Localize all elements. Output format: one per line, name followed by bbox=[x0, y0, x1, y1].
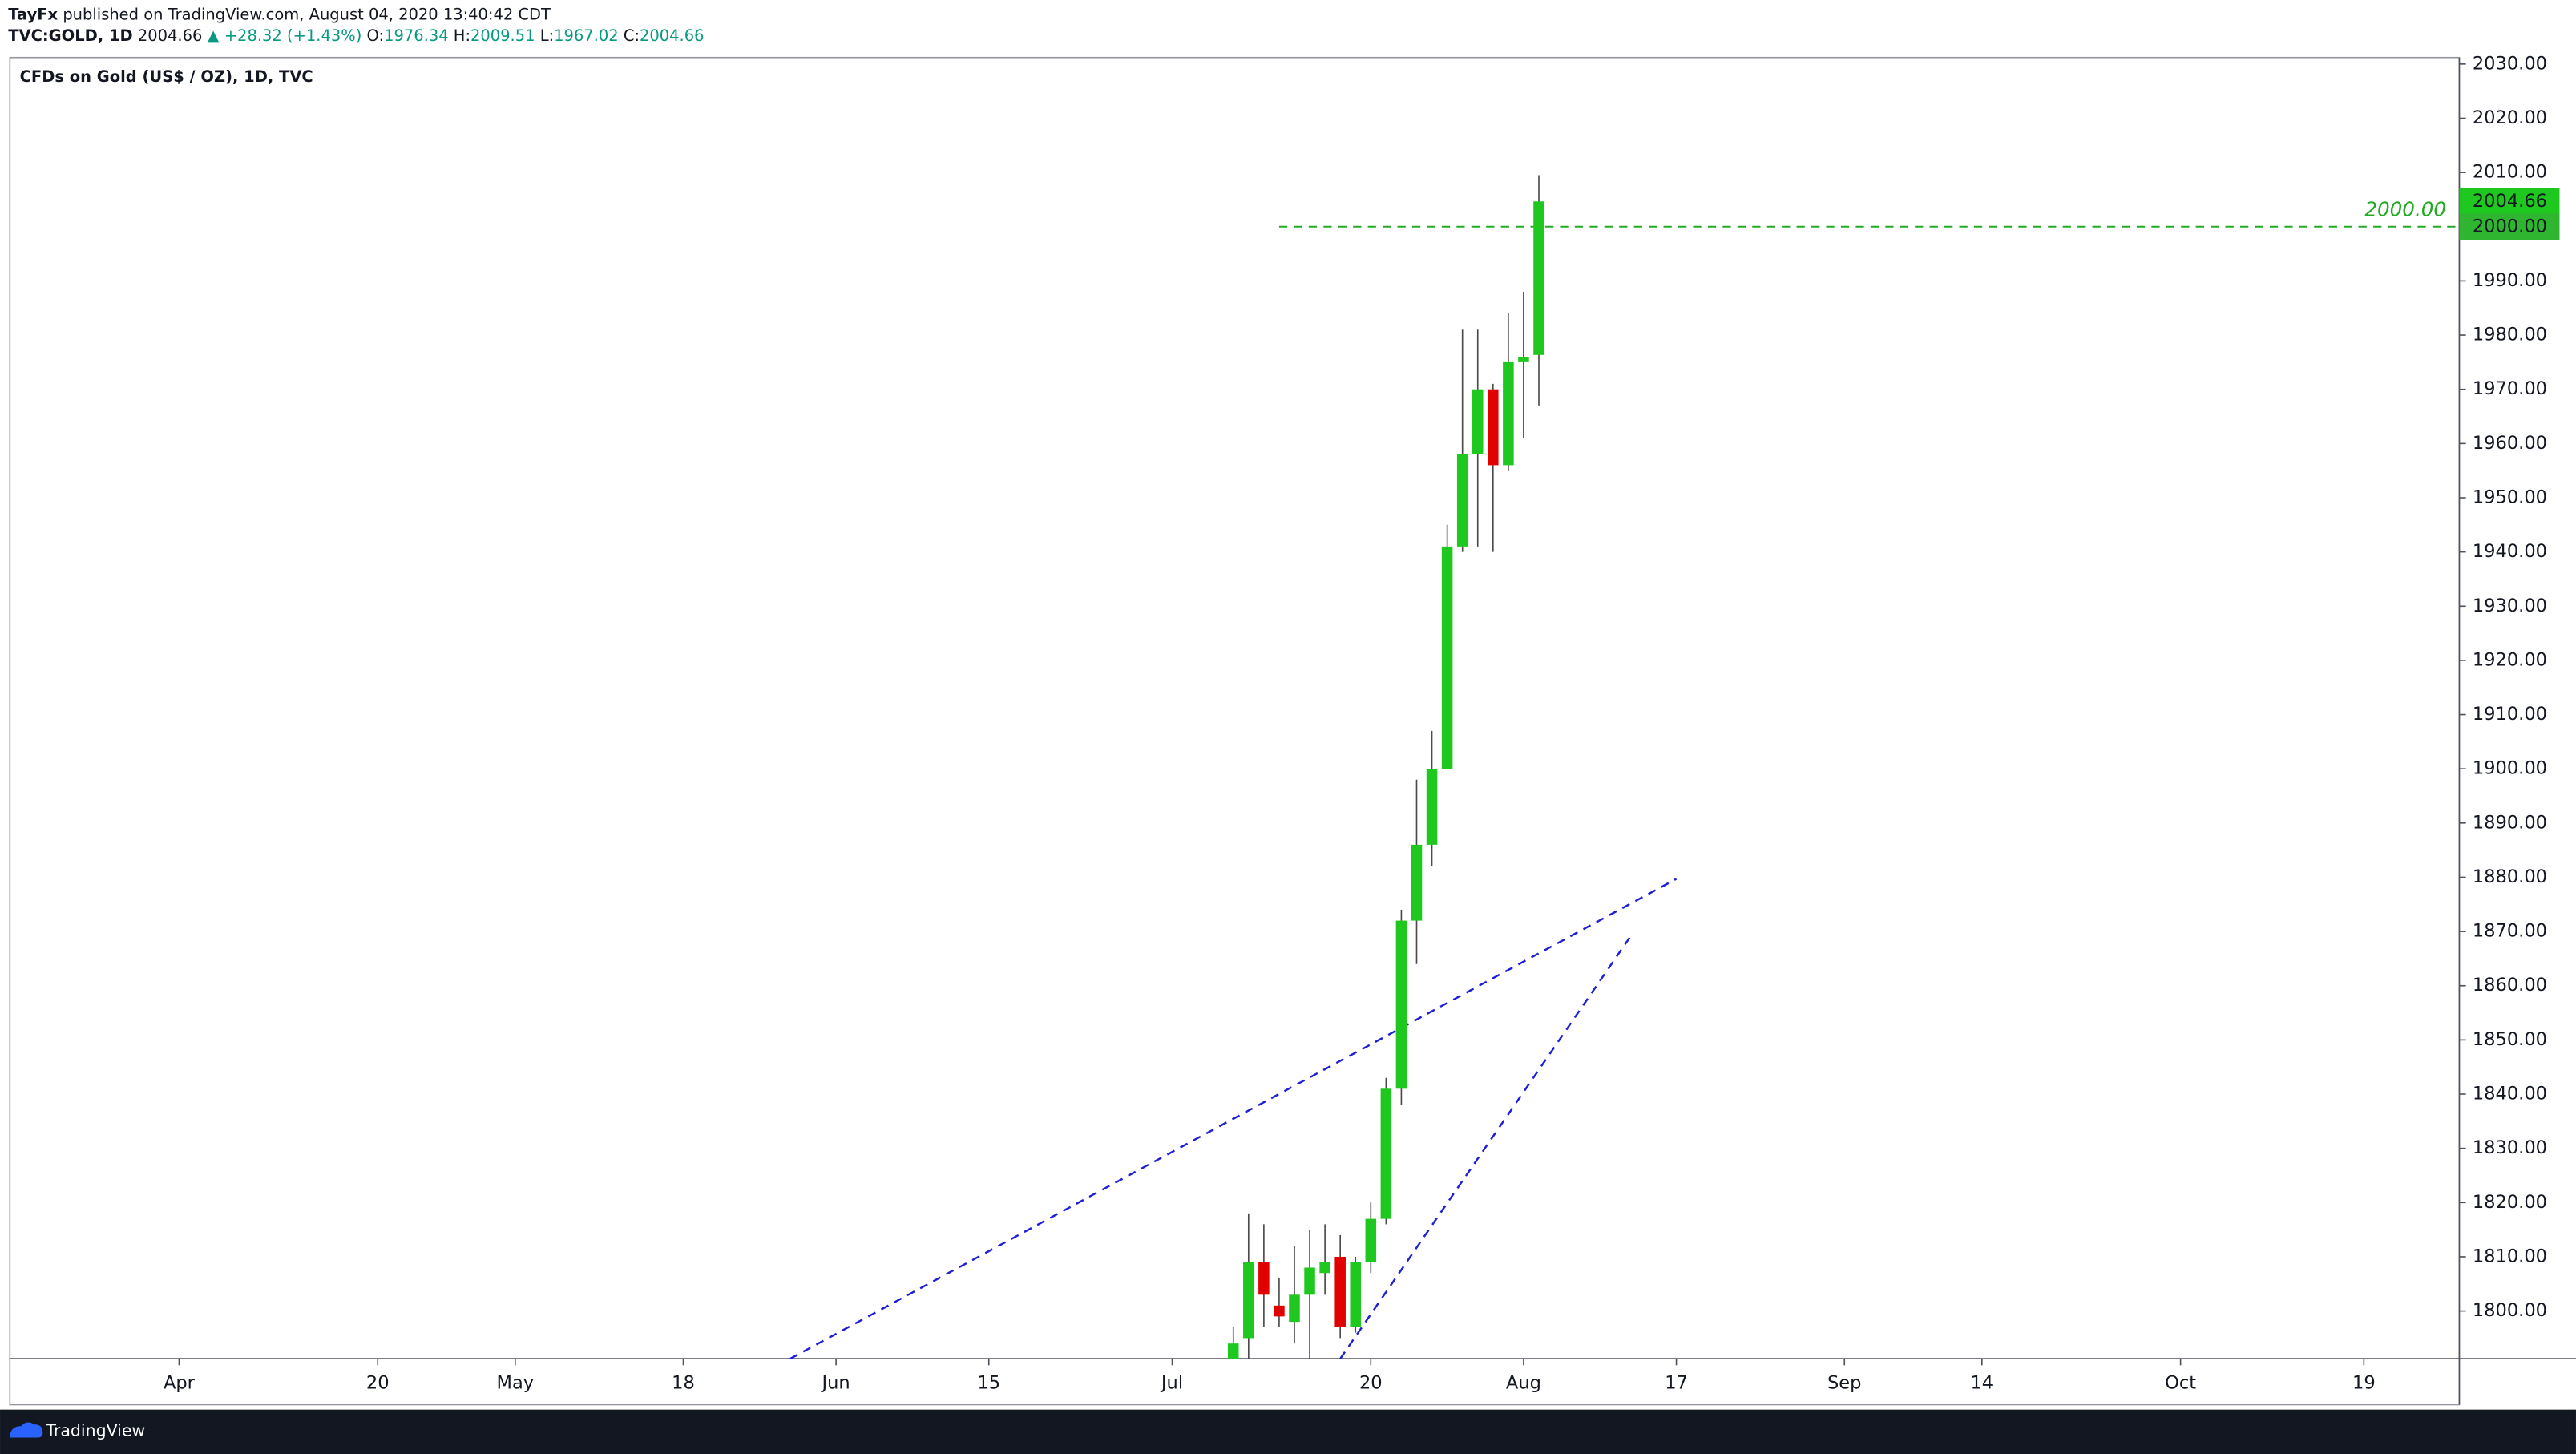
x-tick-label: Jul bbox=[1160, 1372, 1183, 1393]
y-tick-label: 2030.00 bbox=[2473, 53, 2547, 74]
x-tick-label: 19 bbox=[2352, 1372, 2376, 1393]
candle-body bbox=[1395, 920, 1407, 1089]
y-tick-label: 1970.00 bbox=[2473, 378, 2547, 399]
header-line: TayFx published on TradingView.com, Augu… bbox=[8, 5, 551, 23]
y-tick-label: 1930.00 bbox=[2473, 596, 2547, 616]
open-label: O: bbox=[367, 26, 385, 45]
close-label: C: bbox=[624, 26, 640, 45]
candle-body bbox=[1518, 357, 1529, 362]
candle-body bbox=[1533, 201, 1544, 355]
y-tick-label: 1960.00 bbox=[2473, 433, 2547, 454]
candle-body bbox=[1456, 454, 1468, 547]
high-label: H: bbox=[454, 26, 470, 45]
close-value: 2004.66 bbox=[640, 26, 705, 45]
footer-bar bbox=[0, 1409, 2576, 1454]
symbol-line: TVC:GOLD, 1D 2004.66 ▲ +28.32 (+1.43%) O… bbox=[8, 26, 704, 45]
y-tick-label: 1980.00 bbox=[2473, 325, 2547, 345]
open-value: 1976.34 bbox=[384, 26, 449, 45]
candle-body bbox=[1365, 1218, 1377, 1262]
candle-body bbox=[1258, 1262, 1270, 1295]
price-label: 2004.66 bbox=[2473, 191, 2547, 212]
y-tick-label: 1910.00 bbox=[2473, 704, 2547, 725]
y-tick-label: 1990.00 bbox=[2473, 270, 2547, 291]
low-label: L: bbox=[540, 26, 554, 45]
brand: TradingView bbox=[45, 1420, 145, 1440]
y-tick-label: 1890.00 bbox=[2473, 812, 2547, 833]
candle-body bbox=[1472, 389, 1484, 454]
candle-body bbox=[1350, 1262, 1362, 1327]
x-tick-label: Aug bbox=[1506, 1372, 1541, 1393]
trendline bbox=[789, 878, 1678, 1359]
candle-body bbox=[1319, 1262, 1330, 1274]
y-tick-label: 1950.00 bbox=[2473, 487, 2547, 507]
x-tick-label: 17 bbox=[1665, 1372, 1688, 1393]
y-tick-label: 1920.00 bbox=[2473, 649, 2547, 670]
symbol: TVC:GOLD, 1D bbox=[8, 26, 132, 45]
candle-body bbox=[1304, 1267, 1315, 1295]
published: published on TradingView.com, August 04,… bbox=[63, 5, 551, 23]
author: TayFx bbox=[8, 5, 58, 23]
x-tick-label: 20 bbox=[366, 1372, 390, 1393]
y-tick-label: 1810.00 bbox=[2473, 1246, 2547, 1266]
price-label: 2000.00 bbox=[2473, 216, 2547, 236]
candle-body bbox=[1227, 1343, 1239, 1359]
x-tick-label: 20 bbox=[1359, 1372, 1383, 1393]
x-tick-label: 14 bbox=[1970, 1372, 1993, 1393]
x-tick-label: Apr bbox=[164, 1372, 196, 1393]
y-tick-label: 1820.00 bbox=[2473, 1192, 2547, 1213]
candle-body bbox=[1289, 1294, 1300, 1323]
low-value: 1967.02 bbox=[554, 26, 619, 45]
y-tick-label: 2020.00 bbox=[2473, 107, 2547, 128]
y-tick-label: 1880.00 bbox=[2473, 866, 2547, 887]
x-tick-label: Sep bbox=[1827, 1372, 1861, 1393]
change: ▲ +28.32 (+1.43%) bbox=[208, 26, 362, 45]
candle-body bbox=[1243, 1262, 1254, 1339]
candle-body bbox=[1334, 1256, 1346, 1327]
price-label-box bbox=[2459, 213, 2560, 240]
last-price: 2004.66 bbox=[138, 26, 203, 45]
x-tick-label: Jun bbox=[821, 1372, 850, 1393]
y-tick-label: 1900.00 bbox=[2473, 758, 2547, 779]
candle-body bbox=[1380, 1088, 1392, 1219]
y-tick-label: 1840.00 bbox=[2473, 1084, 2547, 1105]
y-tick-label: 1870.00 bbox=[2473, 921, 2547, 942]
y-tick-label: 1800.00 bbox=[2473, 1300, 2547, 1321]
plot-area bbox=[789, 175, 2460, 1359]
candle-body bbox=[1426, 769, 1438, 845]
horizontal-line-label: 2000.00 bbox=[2364, 197, 2446, 220]
chart-title: CFDs on Gold (US$ / OZ), 1D, TVC bbox=[20, 67, 313, 86]
y-tick-label: 2010.00 bbox=[2473, 162, 2547, 183]
y-tick-label: 1940.00 bbox=[2473, 541, 2547, 562]
candle-body bbox=[1503, 361, 1514, 466]
high-value: 2009.51 bbox=[470, 26, 535, 45]
x-tick-label: 15 bbox=[977, 1372, 1000, 1393]
brand-logo bbox=[10, 1422, 43, 1438]
y-tick-label: 1850.00 bbox=[2473, 1029, 2547, 1050]
price-label-box bbox=[2459, 188, 2560, 215]
trendline bbox=[1339, 935, 1632, 1359]
x-tick-label: 18 bbox=[672, 1372, 695, 1393]
candle-body bbox=[1488, 389, 1499, 466]
x-tick-label: Oct bbox=[2165, 1372, 2196, 1393]
candle-body bbox=[1441, 546, 1453, 769]
candle-body bbox=[1411, 844, 1423, 921]
x-tick-label: May bbox=[497, 1372, 535, 1393]
candle-body bbox=[1274, 1305, 1285, 1317]
y-tick-label: 1830.00 bbox=[2473, 1137, 2547, 1158]
y-tick-label: 1860.00 bbox=[2473, 975, 2547, 996]
